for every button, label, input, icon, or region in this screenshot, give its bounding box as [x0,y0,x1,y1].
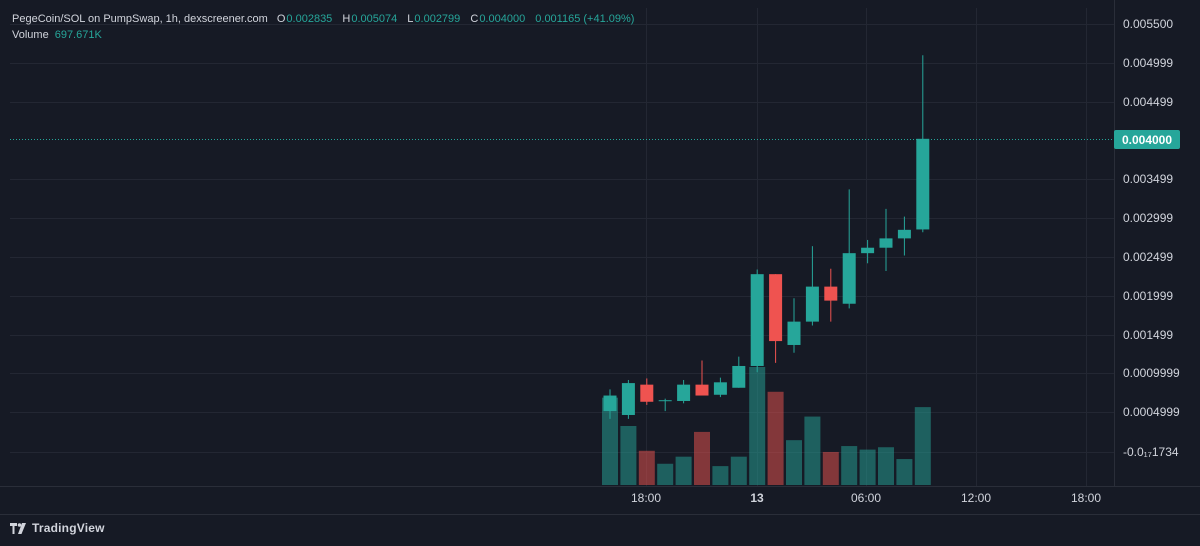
candle-body [603,395,617,412]
volume-bar [657,463,674,485]
candle-body [805,286,819,322]
volume-bar [786,440,802,485]
time-tick-label: 06:00 [851,491,881,505]
volume-bar [749,367,766,485]
chart-legend: PegeCoin/SOL on PumpSwap, 1h, dexscreene… [12,12,641,44]
volume-value: 697.671K [54,29,102,41]
time-axis[interactable]: 18:00 13 06:00 12:00 18:00 [631,491,1101,505]
volume-bar [602,397,618,485]
volume-bar [878,447,894,485]
price-axis[interactable]: 0.005500 0.004999 0.004499 0.003499 0.002999… [1123,17,1180,459]
time-tick-label: 13 [750,491,764,505]
volume-bar [712,466,729,485]
candle-body [879,238,893,248]
price-tick-label: 0.002499 [1123,250,1173,264]
price-tick-label: 0.002999 [1123,211,1173,225]
volume-bar [694,431,710,485]
candle-body [750,274,764,366]
candle-body [769,274,783,342]
high-value: 0.005074 [351,13,398,25]
volume-bar [767,391,784,485]
volume-bar [841,446,858,485]
volume-bar [859,449,876,485]
volume-bar [675,456,692,485]
low-value: 0.002799 [414,13,461,25]
price-tick-label: 0.004499 [1123,95,1173,109]
price-tick-label: 0.0009999 [1123,366,1180,380]
last-price-tag [1114,130,1180,149]
tradingview-brand: TradingView [32,521,105,535]
open-label: O [276,13,286,25]
candle-body [861,247,875,254]
candle-body [916,138,930,230]
time-tick-label: 18:00 [631,491,661,505]
candle-body [658,400,672,402]
tradingview-logo-icon [10,522,26,534]
low-label: L [407,13,414,25]
close-label: C [470,13,479,25]
volume-bar [914,407,931,485]
close-value: 0.004000 [479,13,526,25]
change-value: 0.001165 (+41.09%) [535,13,635,25]
price-tick-label: 0.003499 [1123,172,1173,186]
candle-body [640,384,654,402]
candle-body [897,229,911,239]
volume-bars [602,367,931,485]
volume-bar [804,416,821,485]
candle-body [677,384,691,401]
volume-bar [822,451,839,485]
price-tick-label: 0.001499 [1123,328,1173,342]
candle-body [787,321,801,345]
candle-body [842,253,856,304]
price-tick-label: 0.004999 [1123,56,1173,70]
price-tick-label: 0.001999 [1123,289,1173,303]
last-price-line: 0.004000 [10,130,1180,149]
volume-label: Volume [12,29,49,41]
open-value: 0.002835 [286,13,333,25]
candle-body [621,383,635,415]
candle-body [732,365,746,388]
volume-bar [896,459,913,485]
price-tick-label: 0.0004999 [1123,405,1180,419]
candle-body [713,382,727,395]
volume-bar [730,456,747,485]
time-tick-label: 12:00 [961,491,991,505]
price-candles [603,55,930,419]
time-tick-label: 18:00 [1071,491,1101,505]
tradingview-attribution[interactable]: TradingView [10,521,105,535]
symbol-title: PegeCoin/SOL on PumpSwap, 1h, dexscreene… [12,13,268,25]
high-label: H [342,13,351,25]
chart-grid [0,0,1200,515]
price-tick-label: -0.0₁₇1734 [1123,445,1179,459]
volume-row: Volume 697.671K [12,28,641,44]
candle-body [824,286,838,301]
ohlc-row: PegeCoin/SOL on PumpSwap, 1h, dexscreene… [12,12,641,28]
last-price-label: 0.004000 [1122,133,1172,147]
volume-bar [620,426,637,485]
price-tick-label: 0.005500 [1123,17,1173,31]
candle-body [695,384,709,396]
volume-bar [638,450,655,485]
